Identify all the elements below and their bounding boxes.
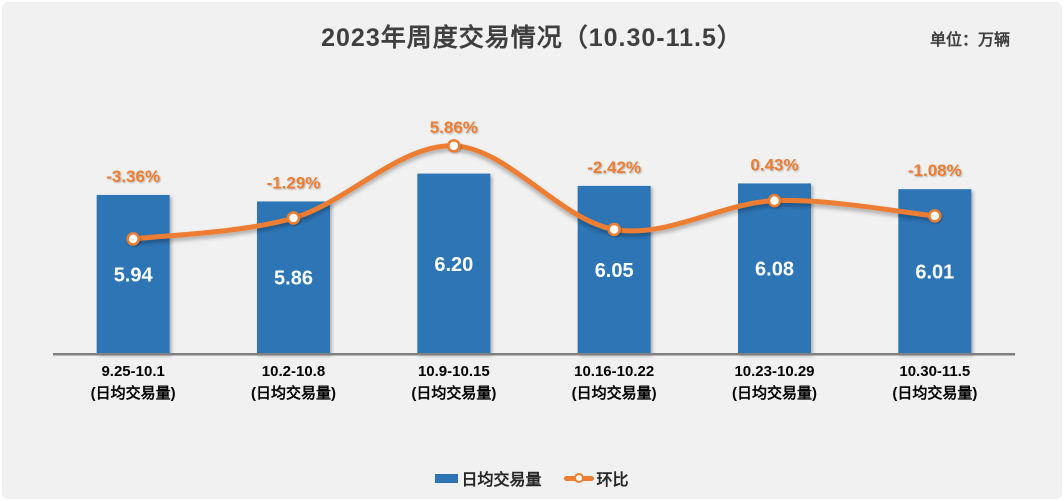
line-value-label: -3.36% [106,167,160,186]
x-axis-label-10.30-11.5: 10.30-11.5 (日均交易量) [850,362,1020,403]
line-value-label: 0.43% [750,155,798,174]
bar-value-labels: 5.94 5.86 6.20 6.05 6.08 6.01 [114,254,955,290]
x-axis-label-9.25-10.1: 9.25-10.1 (日均交易量) [48,362,218,403]
line-value-label: 5.86% [430,118,478,137]
bar-value-label: 6.05 [595,260,634,282]
x-axis-label-10.23-10.29: 10.23-10.29 (日均交易量) [690,362,860,403]
bar-9.25-10.1[interactable] [96,194,170,354]
line-marker[interactable] [607,222,621,237]
bar-swatch-icon [435,473,459,483]
x-axis-range: 9.25-10.1 [101,363,165,380]
line-markers [126,139,942,246]
page-title: 2023年周度交易情况（10.30-11.5） [321,24,743,52]
x-axis-label-10.2-10.8: 10.2-10.8 (日均交易量) [209,362,379,403]
legend-item-bar: 日均交易量 [435,466,542,490]
x-axis-label-10.16-10.22: 10.16-10.22 (日均交易量) [529,362,699,403]
bar-10.16-10.22[interactable] [577,185,651,354]
x-axis-label-10.9-10.15: 10.9-10.15 (日均交易量) [369,362,539,403]
line-series [130,143,938,242]
x-axis-sublabel: (日均交易量) [251,385,336,402]
line-value-label: -1.08% [908,161,962,180]
x-axis-range: 10.30-11.5 [899,363,971,380]
bar-value-label: 5.86 [274,268,313,290]
line-value-labels: -3.36% -1.29% 5.86% -2.42% 0.43% -1.08% [106,118,962,193]
x-axis-sublabel: (日均交易量) [571,385,657,402]
bar-10.9-10.15[interactable] [417,173,491,354]
bar-series [96,173,972,354]
bar-value-label: 5.94 [114,264,154,286]
x-axis-sublabel: (日均交易量) [90,385,176,402]
line-swatch-icon [563,473,594,483]
x-axis-sublabel: (日均交易量) [411,385,497,402]
legend-line-label: 环比 [596,472,629,489]
unit-label: 单位：万辆 [929,32,1010,49]
legend: 日均交易量 环比 [2,466,1062,490]
line-value-label: -2.42% [587,158,641,177]
bar-value-label: 6.20 [434,254,473,276]
line-value-label: -1.29% [267,173,321,192]
line-swatch-dot-icon [573,473,584,483]
x-axis-range: 10.2-10.8 [261,363,326,380]
legend-bar-label: 日均交易量 [461,472,542,489]
x-axis-range: 10.16-10.22 [574,363,655,380]
x-axis-range: 10.23-10.29 [734,363,815,380]
x-axis-range: 10.9-10.15 [417,363,490,380]
line-marker[interactable] [447,139,461,153]
line-marker[interactable] [286,211,301,225]
x-axis-line [53,353,1015,356]
line-marker[interactable] [928,209,942,223]
x-axis-sublabel: (日均交易量) [732,385,817,402]
bar-10.23-10.29[interactable] [738,183,811,354]
legend-item-line: 环比 [563,466,629,490]
line-marker[interactable] [126,232,140,246]
line-marker[interactable] [767,193,782,208]
bar-value-label: 6.08 [755,259,794,281]
bar-value-label: 6.01 [915,262,954,284]
bar-10.2-10.8[interactable] [257,201,330,354]
x-axis-sublabel: (日均交易量) [892,385,978,402]
